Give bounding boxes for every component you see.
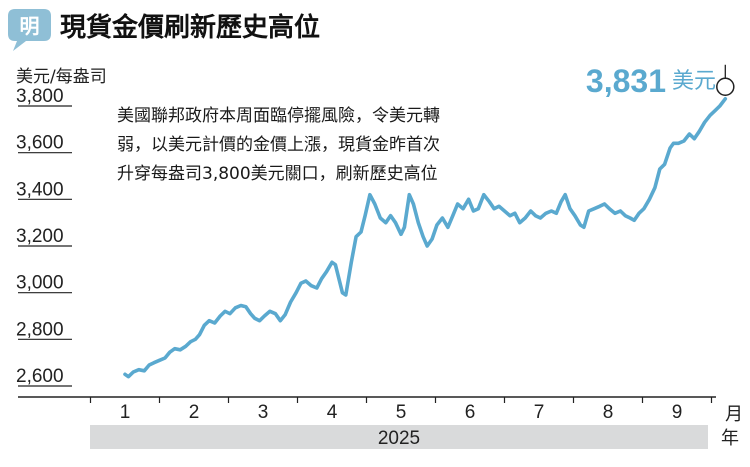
annotation: 美國聯邦政府本周面臨停擺風險，令美元轉 弱，以美元計價的金價上漲，現貨金昨首次 … bbox=[117, 106, 440, 184]
x-tick-label: 5 bbox=[396, 402, 407, 423]
year-band bbox=[90, 425, 708, 449]
x-tick-label: 4 bbox=[327, 402, 338, 423]
x-tick-label: 8 bbox=[603, 402, 614, 423]
x-tick-label: 7 bbox=[534, 402, 545, 423]
x-tick-label: 1 bbox=[120, 402, 131, 423]
y-tick-label: 3,400 bbox=[16, 179, 64, 200]
y-tick-label: 3,200 bbox=[16, 226, 64, 247]
last-value-label: 3,831 bbox=[586, 63, 666, 99]
x-axis-ticks: 1 2 3 4 5 6 7 8 9 bbox=[89, 397, 713, 423]
y-axis-ticks: 2,600 2,800 3,000 3,200 3,400 3,600 3,800 bbox=[16, 86, 72, 387]
y-tick-label: 2,600 bbox=[16, 366, 64, 387]
annotation-line-2: 弱，以美元計價的金價上漲，現貨金昨首次 bbox=[117, 135, 440, 155]
chart-title: 現貨金價刷新歷史高位 bbox=[60, 12, 320, 43]
x-tick-label: 6 bbox=[465, 402, 476, 423]
series-line-gold-price bbox=[123, 97, 728, 379]
badge-label: 明 bbox=[20, 14, 40, 38]
chart-header: 明 現貨金價刷新歷史高位 bbox=[8, 9, 320, 51]
x-tick-label: 2 bbox=[189, 402, 200, 423]
y-tick-label: 3,600 bbox=[16, 133, 64, 154]
year-label: 2025 bbox=[378, 428, 420, 449]
last-value-unit: 美元 bbox=[672, 69, 716, 94]
y-axis-label: 美元/每盎司 bbox=[16, 67, 107, 87]
x-tick-label: 9 bbox=[672, 402, 683, 423]
y-tick-label: 3,000 bbox=[16, 273, 64, 294]
y-tick-label: 3,800 bbox=[16, 86, 64, 107]
last-point-marker bbox=[716, 77, 735, 97]
annotation-line-1: 美國聯邦政府本周面臨停擺風險，令美元轉 bbox=[117, 106, 440, 126]
ming-badge-icon bbox=[8, 9, 51, 51]
annotation-line-3: 升穿每盎司3,800美元關口，刷新歷史高位 bbox=[117, 164, 438, 184]
y-tick-label: 2,800 bbox=[16, 319, 64, 340]
x-tick-label: 3 bbox=[258, 402, 269, 423]
x-axis-unit-month: 月 bbox=[725, 404, 743, 425]
x-axis-unit-year: 年 bbox=[721, 428, 739, 449]
